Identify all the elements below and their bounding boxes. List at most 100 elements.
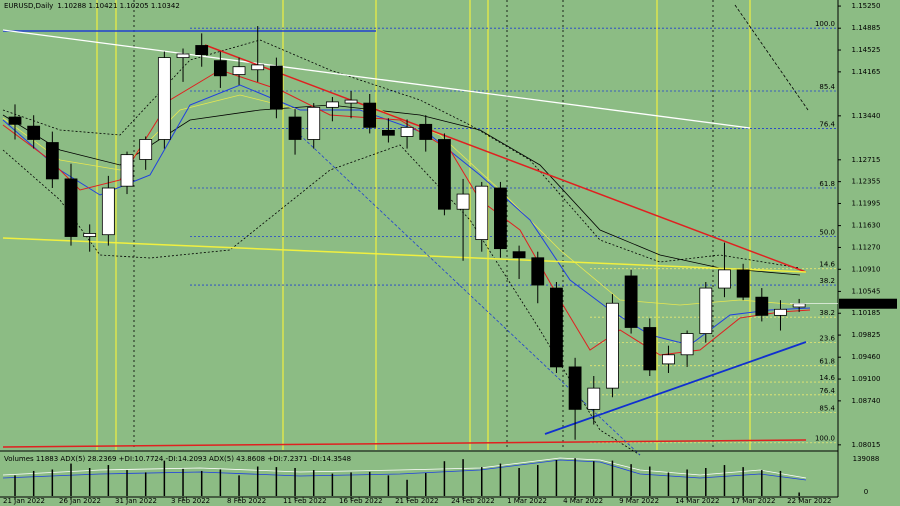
candle-body	[344, 99, 358, 104]
fib-label: 61.8	[819, 358, 835, 366]
candle-body	[120, 154, 134, 187]
volume-tick-label: 0	[864, 488, 868, 496]
x-tick-label: 24 Feb 2022	[451, 497, 495, 505]
y-tick-label: 1.11630	[852, 222, 881, 230]
candle-body	[101, 187, 115, 236]
y-tick-label: 1.11270	[852, 243, 881, 251]
current-price-box	[839, 298, 897, 309]
current-price-label: 1.10342	[852, 300, 881, 308]
candle-body	[662, 354, 675, 365]
fib-label: 38.2	[819, 277, 835, 285]
candle-body	[195, 45, 209, 55]
x-tick-label: 3 Feb 2022	[171, 497, 210, 505]
y-tick-label: 1.10910	[852, 265, 881, 273]
y-tick-label: 1.14165	[852, 68, 881, 76]
symbol-label: EURUSD,Daily 1.10288 1.10421 1.10205 1.10…	[4, 2, 180, 10]
candles	[8, 26, 806, 440]
x-tick-label: 14 Mar 2022	[675, 497, 719, 505]
candle-body	[400, 126, 414, 137]
fib-label: 85.4	[819, 404, 835, 412]
candle-body	[568, 366, 582, 410]
x-tick-label: 4 Mar 2022	[563, 497, 603, 505]
candle-body	[381, 129, 395, 136]
y-tick-label: 1.13440	[852, 112, 881, 120]
x-tick-label: 21 Jan 2022	[3, 497, 45, 505]
fib-group: 100.0 85.4 76.4 61.8 50.0 38.2 14.6 38.2 23.6 61.…	[190, 20, 838, 444]
candle-body	[232, 66, 246, 75]
y-tick-label: 1.11995	[852, 199, 881, 207]
y-tick-label: 1.12355	[852, 178, 881, 186]
candle-body	[624, 275, 638, 328]
candle-body	[45, 142, 59, 180]
candle-body	[606, 302, 619, 389]
fib-label: 14.6	[819, 374, 835, 382]
candle-body	[419, 123, 433, 140]
trend-lines	[2, 4, 809, 456]
fib-label: 76.4	[819, 387, 835, 395]
candle-body	[325, 101, 339, 108]
candle-body	[307, 106, 321, 140]
x-tick-label: 26 Jan 2022	[59, 497, 101, 505]
candle-body	[718, 269, 731, 289]
candle-body	[699, 287, 713, 334]
candle-body	[736, 269, 750, 298]
x-tick-label: 17 Mar 2022	[731, 497, 775, 505]
bollinger-upper	[2, 39, 801, 269]
y-tick-label: 1.08015	[852, 441, 881, 449]
x-tick-label: 22 Mar 2022	[787, 497, 831, 505]
candle-body	[8, 116, 22, 125]
candle-body	[755, 296, 769, 316]
y-tick-label: 1.10185	[852, 309, 881, 317]
y-tick-label: 1.15250	[852, 2, 881, 10]
x-tick-label: 21 Feb 2022	[395, 497, 439, 505]
ma-blue	[2, 84, 811, 346]
candle-body	[475, 185, 489, 240]
y-tick-label: 1.12715	[852, 156, 881, 164]
candle-body	[157, 57, 171, 140]
y-tick-label: 1.14525	[852, 46, 881, 54]
candle-body	[792, 303, 806, 308]
y-tick-label: 1.09460	[852, 353, 881, 361]
candle-body	[269, 65, 283, 110]
symbol: EURUSD,Daily	[4, 2, 53, 10]
fib-label: 85.4	[819, 83, 835, 91]
candle-body	[83, 233, 97, 237]
candle-body	[643, 327, 657, 371]
candle-body	[438, 139, 451, 210]
x-tick-label: 31 Jan 2022	[115, 497, 157, 505]
fib-label: 100.0	[815, 20, 835, 28]
adx-line	[2, 457, 807, 479]
candle-body	[176, 53, 190, 59]
candle-body	[512, 251, 526, 259]
candle-body	[680, 333, 694, 356]
ohlc: 1.10288 1.10421 1.10205 1.10342	[57, 2, 179, 10]
x-tick-label: 1 Mar 2022	[507, 497, 547, 505]
candle-body	[251, 64, 265, 71]
x-tick-label: 9 Mar 2022	[619, 497, 659, 505]
y-tick-label: 1.09100	[852, 375, 881, 383]
candle-body	[456, 193, 470, 210]
fib-label: 61.8	[819, 180, 835, 188]
y-tick-label: 1.10545	[852, 287, 881, 295]
fib-label: 38.2	[819, 309, 835, 317]
candle-body	[363, 102, 377, 128]
fib-label: 50.0	[819, 229, 835, 237]
x-tick-label: 11 Feb 2022	[283, 497, 327, 505]
candle-body	[494, 187, 507, 250]
y-tick-label: 1.08740	[852, 397, 881, 405]
candle-body	[550, 287, 563, 368]
y-tick-label: 1.14885	[852, 24, 881, 32]
indicator-label: Volumes 11883 ADX(5) 28.2369 +DI:10.7724…	[4, 455, 351, 463]
y-tick-label: 1.09825	[852, 331, 881, 339]
candle-body	[213, 60, 227, 77]
candle-body	[531, 257, 545, 286]
volume-tick-label: 139088	[853, 455, 880, 463]
candle-body	[288, 116, 302, 140]
candle-body	[139, 139, 153, 160]
fib-label: 14.6	[819, 261, 835, 269]
candle-body	[64, 178, 78, 237]
candle-body	[587, 387, 601, 410]
x-tick-label: 16 Feb 2022	[339, 497, 383, 505]
